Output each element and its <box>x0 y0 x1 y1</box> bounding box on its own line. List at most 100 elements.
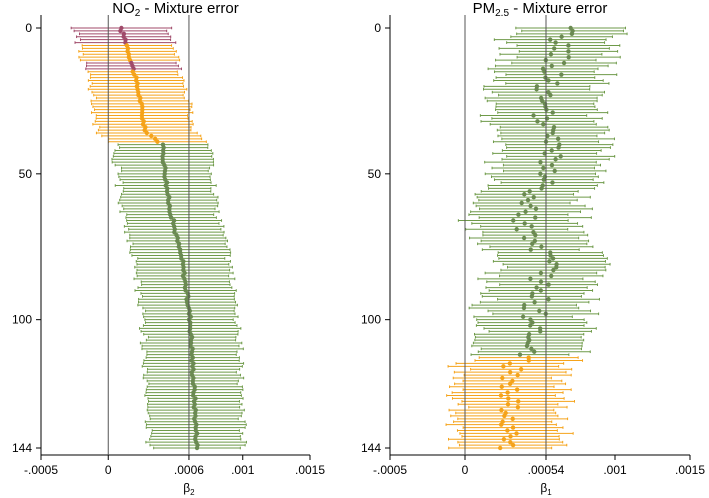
interval-row <box>108 136 203 142</box>
interval-row <box>468 404 568 410</box>
interval-row <box>134 264 233 270</box>
interval-row <box>483 87 591 92</box>
point-estimate <box>552 168 557 174</box>
interval-row <box>449 384 555 389</box>
x-tick-label: .0006 <box>174 463 204 477</box>
interval-row <box>445 422 557 427</box>
interval-row <box>465 227 569 232</box>
interval-row <box>457 218 569 223</box>
point-estimate <box>546 297 551 302</box>
point-estimate <box>505 390 510 395</box>
interval-row <box>497 297 600 302</box>
interval-row <box>493 78 604 83</box>
point-estimate <box>569 31 575 37</box>
point-estimate <box>516 399 521 404</box>
interval-row <box>497 110 609 115</box>
interval-row <box>498 46 610 51</box>
interval-row <box>476 317 585 322</box>
point-estimate <box>534 285 539 290</box>
x-tick-label: .0015 <box>295 463 325 477</box>
point-estimate <box>507 381 513 387</box>
y-tick-label: 100 <box>12 313 32 327</box>
point-estimate <box>539 98 545 104</box>
y-tick-label: 144 <box>361 441 381 455</box>
point-estimate <box>507 361 513 366</box>
point-estimate <box>538 270 544 276</box>
x-tick-label: -.0005 <box>24 463 58 477</box>
point-estimate <box>528 203 533 209</box>
interval-row <box>477 241 588 247</box>
point-estimate <box>538 171 543 177</box>
interval-row <box>471 302 577 308</box>
point-estimate <box>551 267 556 273</box>
interval-row <box>139 340 243 346</box>
point-estimate <box>499 422 504 427</box>
point-estimate <box>535 119 540 124</box>
point-estimate <box>149 133 154 139</box>
interval-row <box>145 387 244 392</box>
interval-row <box>447 364 560 369</box>
point-estimate <box>533 215 538 220</box>
point-estimate <box>140 122 146 127</box>
interval-row <box>119 145 209 150</box>
interval-row <box>473 314 573 319</box>
interval-row <box>491 165 596 171</box>
interval-row <box>480 291 585 296</box>
interval-row <box>137 256 226 261</box>
point-estimate <box>502 413 507 419</box>
interval-row <box>475 203 586 209</box>
point-estimate <box>519 200 524 206</box>
interval-row <box>474 192 575 197</box>
point-estimate <box>520 314 526 319</box>
interval-row <box>500 267 607 273</box>
interval-row <box>494 63 609 69</box>
interval-row <box>451 390 564 395</box>
point-estimate <box>541 177 547 182</box>
point-estimate <box>550 256 556 261</box>
panel-pm25-mixture-error: PM2.5 - Mixture error -.0005 0 .00054 .001.… <box>361 0 705 497</box>
interval-row <box>144 419 246 424</box>
point-estimate <box>194 445 200 451</box>
interval-row <box>111 157 214 162</box>
point-estimate <box>528 276 533 282</box>
point-estimate <box>505 428 510 433</box>
point-estimate <box>550 130 555 136</box>
interval-row <box>451 396 565 401</box>
chart-title: PM2.5 - Mixture error <box>473 0 608 19</box>
interval-row <box>487 183 598 188</box>
interval-row <box>516 54 621 60</box>
interval-row <box>143 358 240 363</box>
point-estimate <box>511 218 516 223</box>
interval-row <box>141 343 240 349</box>
point-estimate <box>497 445 503 451</box>
interval-row <box>147 404 241 410</box>
point-estimate <box>529 346 534 352</box>
point-estimate <box>521 235 527 241</box>
interval-row <box>477 349 591 354</box>
interval-row <box>147 410 243 416</box>
point-estimate <box>510 425 516 430</box>
interval-row <box>479 299 590 305</box>
point-estimate <box>515 404 521 410</box>
interval-row <box>135 270 234 276</box>
interval-row <box>141 346 244 352</box>
interval-row <box>491 116 603 121</box>
interval-row <box>486 279 596 284</box>
x-tick-label: .001 <box>603 463 627 477</box>
interval-row <box>475 323 585 328</box>
interval-row <box>126 238 228 244</box>
interval-row <box>503 168 607 174</box>
interval-row <box>492 151 598 156</box>
point-estimate <box>549 273 554 279</box>
interval-row <box>463 372 572 378</box>
point-estimate <box>559 34 564 39</box>
point-estimate <box>510 378 515 384</box>
interval-row <box>147 367 241 372</box>
point-estimate <box>532 349 537 354</box>
interval-row <box>452 375 552 381</box>
point-estimate <box>548 92 553 98</box>
interval-row <box>448 407 555 413</box>
interval-row <box>454 381 567 387</box>
interval-row <box>138 297 235 302</box>
point-estimate <box>541 165 546 171</box>
